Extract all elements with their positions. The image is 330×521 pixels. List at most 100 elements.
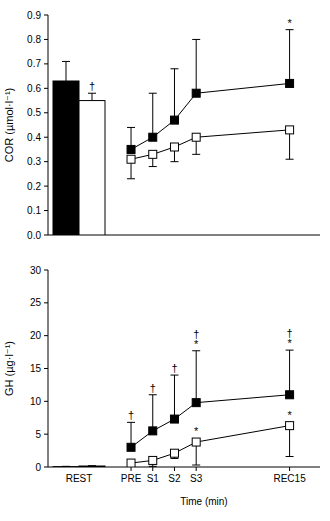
error-cap	[170, 68, 178, 69]
y-tick	[44, 235, 48, 236]
rest-error-bar	[62, 61, 70, 81]
y-axis-label: GH (µg·l⁻¹)	[3, 341, 15, 396]
y-tick	[44, 63, 48, 64]
error-line	[289, 350, 290, 395]
plot-area	[53, 350, 294, 467]
error-cap	[127, 422, 135, 423]
error-line	[66, 61, 67, 81]
y-tick-label: 0.1	[27, 205, 41, 216]
error-line	[289, 426, 290, 457]
y-tick	[44, 88, 48, 89]
error-bar	[149, 395, 157, 431]
significance-symbol: *	[287, 17, 292, 29]
marker	[192, 89, 200, 97]
error-cap	[192, 154, 200, 155]
error-cap	[149, 93, 157, 94]
y-tick	[44, 112, 48, 113]
y-tick	[44, 368, 48, 369]
error-line	[152, 395, 153, 431]
significance-symbol: †	[171, 362, 177, 374]
error-cap	[170, 458, 178, 459]
y-tick	[44, 401, 48, 402]
y-tick	[44, 137, 48, 138]
annotations: *†	[89, 17, 293, 93]
y-tick-label: 0.8	[27, 34, 41, 45]
y-tick	[44, 467, 48, 468]
plot-area	[53, 30, 294, 235]
marker	[192, 438, 200, 446]
error-bar	[286, 426, 294, 457]
panel: 0.00.10.20.30.40.50.60.70.80.9COR (µmol·…	[3, 10, 320, 241]
marker	[149, 150, 157, 158]
marker	[127, 459, 135, 467]
error-bar	[286, 350, 294, 395]
marker	[286, 422, 294, 430]
error-cap	[286, 456, 294, 457]
y-tick	[44, 302, 48, 303]
y-tick	[44, 270, 48, 271]
error-cap	[286, 29, 294, 30]
marker	[286, 126, 294, 134]
marker	[149, 133, 157, 141]
error-bar	[170, 375, 178, 419]
y-tick-label: 5	[35, 429, 41, 440]
marker	[170, 116, 178, 124]
x-tick	[196, 467, 197, 471]
x-axis	[48, 467, 320, 468]
y-tick-label: 0.3	[27, 156, 41, 167]
marker	[127, 443, 135, 451]
error-line	[196, 39, 197, 93]
error-bar	[149, 93, 157, 137]
marker	[170, 143, 178, 151]
x-tick-label: S2	[168, 473, 181, 484]
marker	[149, 427, 157, 435]
y-tick-label: 0.7	[27, 58, 41, 69]
y-tick	[44, 335, 48, 336]
error-line	[174, 375, 175, 419]
annotations: ††††*†***	[128, 327, 293, 437]
y-tick-label: 0.0	[27, 230, 41, 241]
x-tick	[289, 467, 290, 471]
chart: 0.00.10.20.30.40.50.60.70.80.9COR (µmol·…	[0, 0, 330, 521]
marker	[127, 145, 135, 153]
error-line	[289, 30, 290, 84]
marker	[127, 155, 135, 163]
error-cap	[170, 375, 178, 376]
series-line	[131, 130, 290, 159]
error-cap	[192, 465, 200, 466]
rest-error-bar	[88, 93, 96, 100]
y-tick	[44, 39, 48, 40]
y-tick-label: 10	[30, 396, 42, 407]
y-tick	[44, 161, 48, 162]
y-tick	[44, 434, 48, 435]
y-tick-label: 0.2	[27, 181, 41, 192]
marker	[286, 391, 294, 399]
significance-symbol: *	[287, 337, 292, 349]
marker	[170, 415, 178, 423]
rest-bar	[53, 81, 79, 235]
significance-symbol: †	[150, 382, 156, 394]
marker	[286, 79, 294, 87]
y-tick-label: 0.9	[27, 10, 41, 21]
y-axis-label: COR (µmol·l⁻¹)	[3, 88, 15, 162]
error-line	[152, 93, 153, 137]
y-tick-label: 0.5	[27, 107, 41, 118]
marker	[192, 399, 200, 407]
error-cap	[192, 350, 200, 351]
error-cap	[149, 466, 157, 467]
y-tick-label: 0	[35, 462, 41, 473]
y-tick-label: 0.4	[27, 132, 41, 143]
rest-bar	[79, 101, 105, 235]
error-bar	[170, 69, 178, 120]
significance-symbol: *	[194, 338, 199, 350]
x-tick	[131, 467, 132, 471]
y-axis	[48, 15, 49, 235]
x-tick-label: S1	[147, 473, 160, 484]
marker	[192, 133, 200, 141]
error-cap	[192, 39, 200, 40]
y-tick-label: 20	[30, 330, 42, 341]
x-tick-label: PRE	[121, 473, 142, 484]
error-bar	[192, 39, 200, 93]
error-line	[196, 351, 197, 403]
y-tick-label: 25	[30, 297, 42, 308]
